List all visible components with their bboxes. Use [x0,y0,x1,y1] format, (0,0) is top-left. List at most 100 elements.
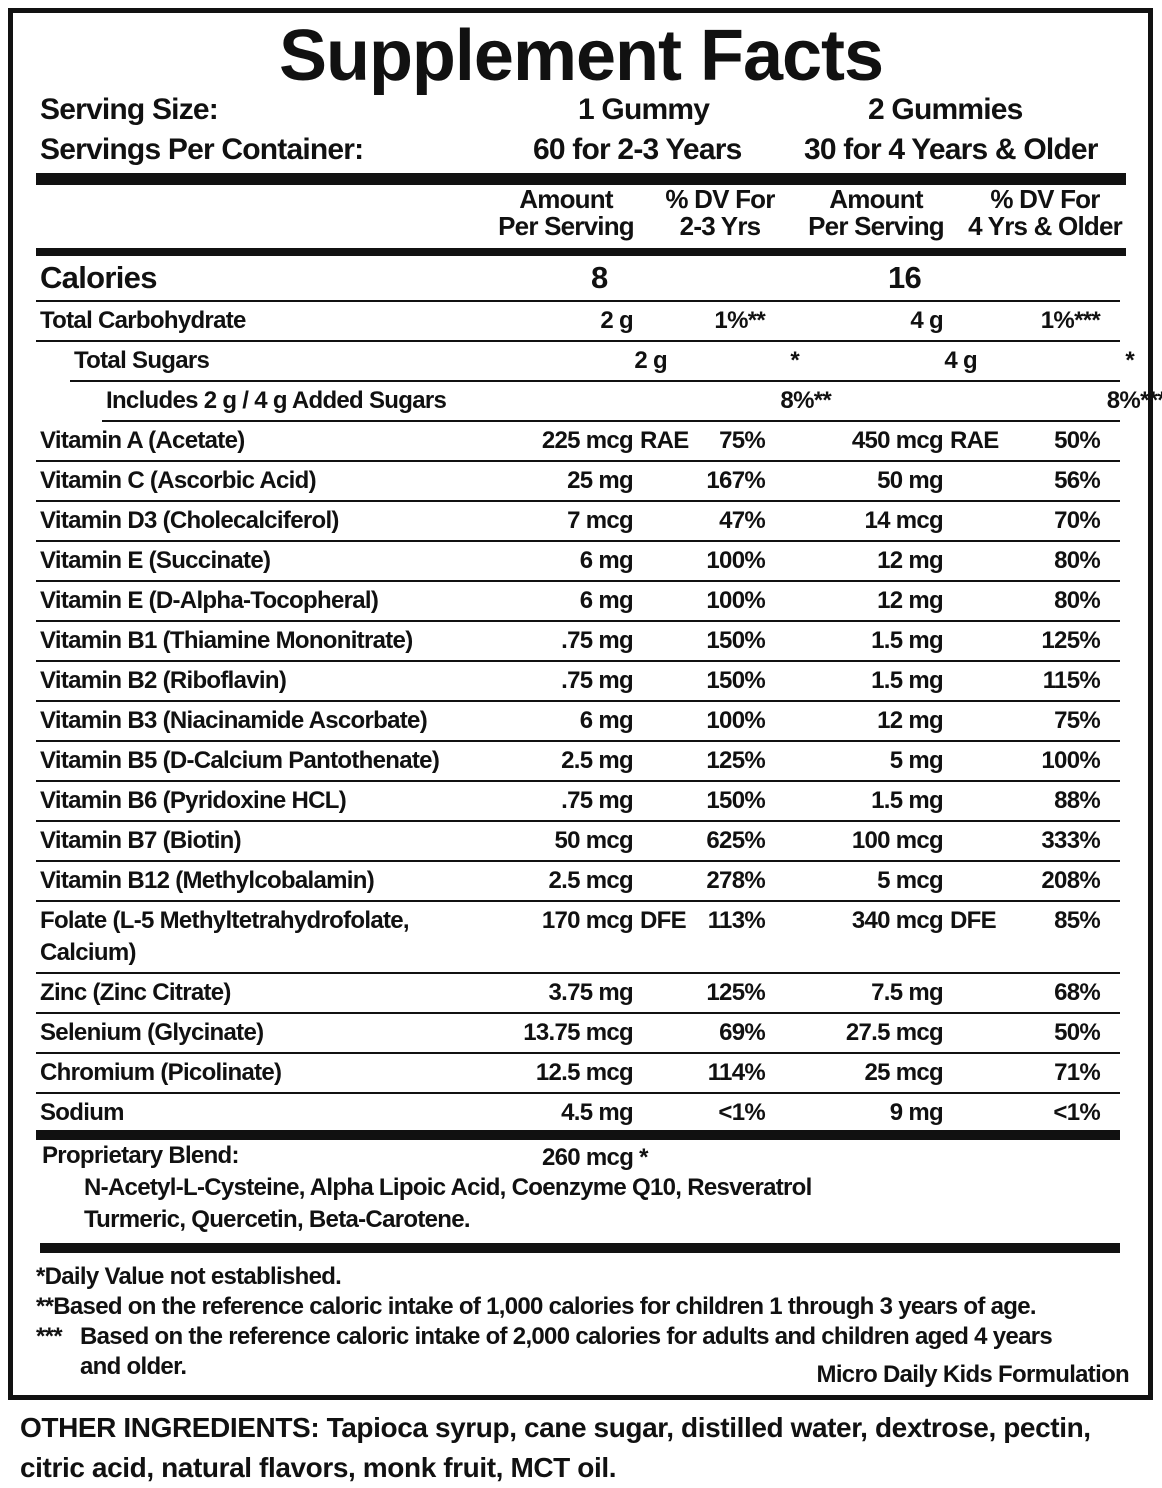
nutrient-row: Vitamin E (D-Alpha-Tocopheral) 6 mg 100% 12… [36,582,1120,622]
daily-value-2: 88% [1054,787,1101,814]
daily-value-2: 50% [1054,1019,1101,1046]
nutrient-row: Vitamin B6 (Pyridoxine HCL) .75 mg 150% 1.5… [36,782,1120,822]
nutrient-row: Zinc (Zinc Citrate) 3.75 mg 125% 7.5 mg 68% [36,974,1120,1014]
amount-per-serving-1: 50 mcg [554,827,633,854]
amount-per-serving-2: 12 mg [877,587,944,614]
nutrient-row: Vitamin B7 (Biotin) 50 mcg 625% 100 mcg 333% [36,822,1120,862]
daily-value-2: 80% [1054,587,1101,614]
nutrient-name: Vitamin E (D-Alpha-Tocopheral) [40,587,379,614]
nutrient-row: Vitamin C (Ascorbic Acid) 25 mg 167% 50 mg 5… [36,462,1120,502]
divider-thick [36,173,1126,185]
daily-value-1: 8%** [780,387,831,414]
amount-per-serving-2: 12 mg [877,547,944,574]
amount-per-serving-2: 5 mcg [877,867,944,894]
footnote-triple-star-cont: and older. [80,1353,187,1380]
amount-per-serving-1: 25 mg [567,467,634,494]
amount-per-serving-1: 13.75 mcg [523,1019,633,1046]
daily-value-1: 114% [707,1059,766,1086]
daily-value-2: 50% [1054,427,1101,454]
calories-row: Calories 8 16 [36,256,1120,302]
amount-per-serving-2: 50 mg [877,467,944,494]
divider-thick [36,1130,1120,1140]
nutrient-name: Total Sugars [74,347,210,374]
nutrient-name: Chromium (Picolinate) [40,1059,282,1086]
amount-per-serving-2: 9 mg [889,1099,944,1126]
footnote-single-star: *Daily Value not established. [36,1263,342,1290]
nutrient-row: Includes 2 g / 4 g Added Sugars 8%** 8%*** [102,382,1162,422]
daily-value-1: 100% [706,587,765,614]
daily-value-2: 125% [1041,627,1100,654]
daily-value-2: 100% [1041,747,1100,774]
amount-per-serving-1: .75 mg [561,667,634,694]
serving-size-label: Serving Size: [40,93,219,126]
nutrient-name: Vitamin B7 (Biotin) [40,827,242,854]
nutrient-name: Selenium (Glycinate) [40,1019,264,1046]
daily-value-1: 125% [706,979,765,1006]
nutrient-row: Folate (L-5 Methyltetrahydrofolate, Calci… [36,902,1120,974]
nutrient-row: Vitamin B3 (Niacinamide Ascorbate) 6 mg 10… [36,702,1120,742]
amount-per-serving-1: 2 g [634,347,667,374]
amount-per-serving-2: 12 mg [877,707,944,734]
nutrient-row: Vitamin B5 (D-Calcium Pantothenate) 2.5 m… [36,742,1120,782]
calories-label: Calories [40,260,157,295]
nutrient-name: Includes 2 g / 4 g Added Sugars [106,387,447,414]
footnote-double-star: **Based on the reference caloric intake … [36,1293,1037,1320]
amount-unit-1: DFE [640,907,687,934]
nutrient-name: Vitamin B6 (Pyridoxine HCL) [40,787,347,814]
nutrient-name: Vitamin B1 (Thiamine Mononitrate) [40,627,413,654]
daily-value-1: 113% [707,907,766,934]
daily-value-2: 1%*** [1040,307,1101,334]
nutrient-row: Selenium (Glycinate) 13.75 mcg 69% 27.5 mcg… [36,1014,1120,1054]
nutrient-name: Vitamin B3 (Niacinamide Ascorbate) [40,707,428,734]
daily-value-2: 68% [1054,979,1101,1006]
blend-label: Proprietary Blend: [42,1142,239,1169]
amount-per-serving-2: 7.5 mg [871,979,944,1006]
amount-per-serving-1: 2 g [600,307,633,334]
nutrient-name: Zinc (Zinc Citrate) [40,979,231,1006]
daily-value-2: 56% [1054,467,1101,494]
nutrient-row: Vitamin D3 (Cholecalciferol) 7 mcg 47% 14 m… [36,502,1120,542]
daily-value-1: 150% [706,667,765,694]
amount-unit-2: RAE [950,427,999,454]
daily-value-1: <1% [718,1099,765,1126]
calories-value-1: 8 [591,260,608,295]
servings-per-container-2: 30 for 4 Years & Older [804,133,1098,166]
amount-per-serving-1: .75 mg [561,787,634,814]
blend-ingredients-line-2: Turmeric, Quercetin, Beta-Carotene. [84,1206,471,1233]
amount-per-serving-2: 1.5 mg [871,667,944,694]
amount-per-serving-1: 6 mg [579,547,634,574]
amount-per-serving-2: 100 mcg [851,827,944,854]
amount-per-serving-2: 1.5 mg [871,627,944,654]
daily-value-1: 100% [706,707,765,734]
amount-per-serving-2: 4 g [944,347,977,374]
daily-value-1: 167% [706,467,765,494]
formulation-name: Micro Daily Kids Formulation [816,1361,1130,1388]
daily-value-1: 100% [706,547,765,574]
nutrient-name: Vitamin B5 (D-Calcium Pantothenate) [40,747,440,774]
column-header-dv-2: % DV For 4 Yrs & Older [968,184,1123,241]
nutrient-name: Vitamin B12 (Methylcobalamin) [40,867,375,894]
daily-value-1: 1%** [714,307,765,334]
amount-per-serving-2: 27.5 mcg [845,1019,944,1046]
daily-value-1: 47% [719,507,766,534]
amount-per-serving-1: 3.75 mg [548,979,634,1006]
nutrient-name: Sodium [40,1099,124,1126]
nutrient-name: Vitamin B2 (Riboflavin) [40,667,287,694]
serving-size-2: 2 Gummies [868,93,1023,126]
amount-unit-2: DFE [950,907,997,934]
calories-value-2: 16 [888,260,922,295]
daily-value-1: 150% [706,787,765,814]
nutrient-name: Folate (L-5 Methyltetrahydrofolate, [40,907,410,934]
amount-unit-1: RAE [640,427,689,454]
other-ingredients: OTHER INGREDIENTS: Tapioca syrup, cane s… [20,1412,1091,1483]
daily-value-2: 8%*** [1106,387,1162,414]
daily-value-2: 115% [1042,667,1101,694]
amount-per-serving-2: 340 mcg [851,907,944,934]
nutrient-name: Vitamin D3 (Cholecalciferol) [40,507,339,534]
nutrient-row: Vitamin B1 (Thiamine Mononitrate) .75 mg 1… [36,622,1120,662]
footnote-triple-star: Based on the reference caloric intake of… [80,1323,1053,1350]
nutrient-name: Vitamin E (Succinate) [40,547,271,574]
nutrient-name: Total Carbohydrate [40,307,246,334]
divider-thick [40,1243,1120,1253]
proprietary-blend: Proprietary Blend: 260 mcg * N-Acetyl-L-… [42,1140,812,1236]
